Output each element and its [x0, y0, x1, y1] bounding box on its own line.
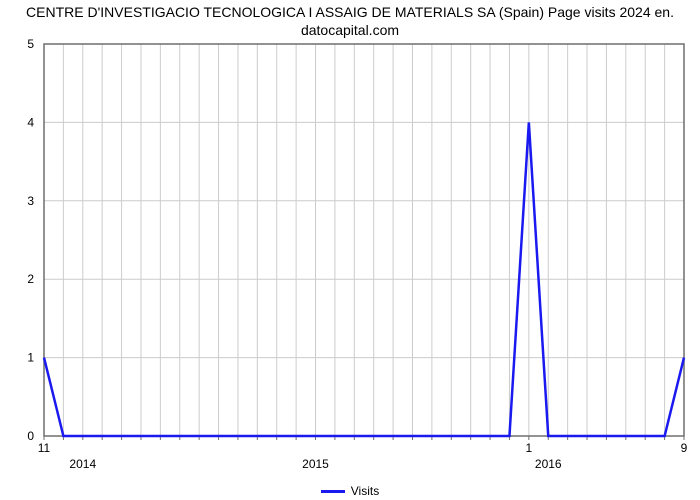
y-axis-labels: 0 1 2 3 4 5: [27, 37, 34, 443]
legend-label: Visits: [351, 484, 379, 498]
grid-group: [44, 44, 684, 436]
svg-text:2016: 2016: [535, 457, 562, 471]
svg-text:2: 2: [27, 272, 34, 286]
svg-text:5: 5: [27, 37, 34, 51]
svg-text:2015: 2015: [302, 457, 329, 471]
svg-text:11: 11: [38, 441, 51, 455]
legend-swatch: [321, 490, 345, 493]
svg-text:0: 0: [27, 429, 34, 443]
chart-svg: 012345 1119 201420152016: [0, 0, 700, 500]
legend: Visits: [0, 484, 700, 498]
svg-text:9: 9: [681, 441, 688, 455]
chart-container: CENTRE D'INVESTIGACIO TECNOLOGICA I ASSA…: [0, 0, 700, 500]
svg-text:2014: 2014: [69, 457, 96, 471]
svg-text:3: 3: [27, 194, 34, 208]
svg-text:1: 1: [27, 351, 34, 365]
plot-border-group: [44, 44, 684, 436]
svg-text:1: 1: [526, 441, 533, 455]
x-year-labels: 2014 2015 2016: [69, 457, 561, 471]
svg-text:4: 4: [27, 115, 34, 129]
x-month-labels: 1119: [38, 441, 688, 455]
